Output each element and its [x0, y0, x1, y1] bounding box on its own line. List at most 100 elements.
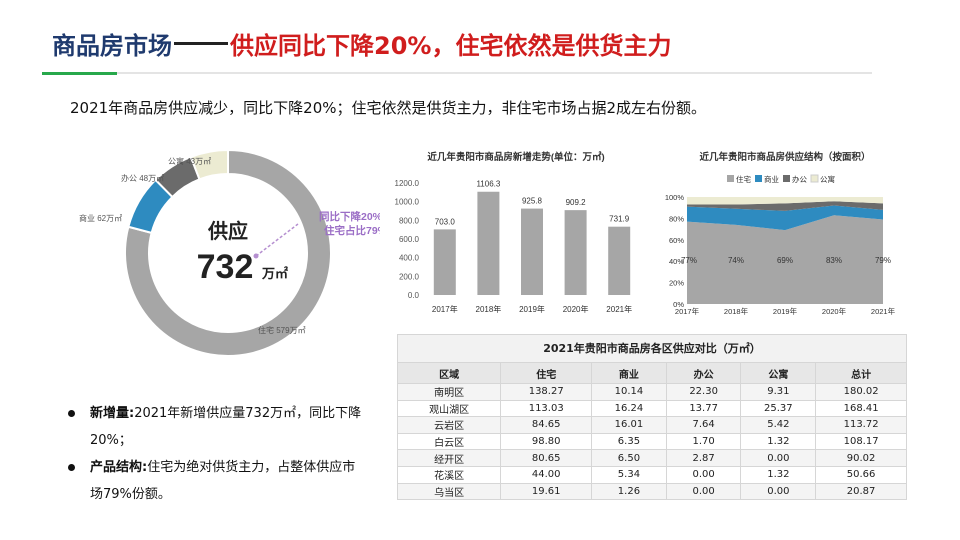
subtitle: 2021年商品房供应减少，同比下降20%；住宅依然是供货主力，非住宅市场占据2成…: [70, 99, 707, 117]
bar: [564, 210, 587, 295]
table-cell: 0.00: [740, 482, 817, 501]
bar-ytick-label: 400.0: [399, 254, 420, 263]
table-header-row: 区域 住宅 商业 办公 公寓 总计: [396, 362, 907, 384]
bar-x-label: 2017年: [432, 304, 458, 314]
area-legend-swatch: [783, 175, 790, 182]
table-cell: 50.66: [815, 465, 907, 484]
table-header-cell: 总计: [815, 362, 907, 384]
area-series-band: [687, 201, 883, 211]
title-dash: [174, 42, 228, 45]
area-legend-swatch: [810, 174, 819, 183]
table-cell: 180.02: [815, 383, 907, 401]
donut-slice-label: 住宅 579万㎡: [258, 325, 306, 335]
donut-annotation-dot: [253, 253, 259, 259]
bar: [433, 229, 456, 295]
bar-value-label: 1106.3: [476, 180, 500, 189]
donut-annotation-2: 住宅占比79%: [324, 224, 380, 237]
new-supply-bar-chart: 近几年贵阳市商品房新增走势(单位：万㎡) 0.0 200.0 400.0 600.0 8…: [395, 151, 633, 314]
table-cell: 5.42: [740, 416, 817, 434]
table-cell: 16.01: [591, 416, 667, 434]
bar-value-label: 909.2: [566, 198, 587, 207]
area-x-label: 2020年: [822, 306, 847, 316]
table-cell: 经开区: [396, 449, 502, 467]
bar-ytick-label: 1200.0: [395, 179, 420, 188]
table-row: 南明区 138.27 10.14 22.30 9.31 180.02: [396, 383, 907, 401]
area-ytick-label: 80%: [669, 214, 684, 223]
table-cell: 113.03: [500, 399, 593, 418]
table-cell: 16.24: [591, 399, 667, 418]
bullet-item: 产品结构:住宅为绝对供货主力，占整体供应市场79%份额。: [66, 454, 366, 508]
table-cell: 观山湖区: [396, 399, 502, 418]
table-cell: 80.65: [500, 449, 593, 467]
table-cell: 1.70: [665, 432, 742, 451]
table-cell: 108.17: [815, 432, 907, 451]
table-cell: 13.77: [665, 399, 742, 418]
table-cell: 南明区: [396, 383, 502, 401]
bar-x-label: 2019年: [519, 304, 545, 314]
structure-area-chart: 近几年贵阳市商品房供应结构（按面积） 住宅 商业 办公 公寓 0% 20% 40% 60% 8…: [665, 151, 896, 316]
area-data-label: 79%: [875, 256, 891, 265]
table-cell: 6.50: [591, 449, 667, 467]
area-legend-label: 商业: [764, 174, 779, 184]
bullet-text: 2021年新增供应量732万㎡，同比下降20%；: [90, 406, 362, 448]
area-x-label: 2018年: [724, 306, 749, 316]
donut-slice: [189, 148, 229, 181]
bar-ytick-label: 200.0: [399, 272, 420, 281]
area-legend-label: 公寓: [820, 174, 835, 184]
table-title: 2021年贵阳市商品房各区供应对比（万㎡）: [397, 334, 907, 362]
table-cell: 1.26: [591, 482, 667, 501]
table-header-cell: 公寓: [740, 362, 817, 384]
table-header-cell: 区域: [396, 362, 502, 384]
table-cell: 90.02: [815, 449, 907, 467]
donut-slice-label: 公寓 43万㎡: [168, 156, 211, 166]
table-row: 观山湖区 113.03 16.24 13.77 25.37 168.41: [396, 399, 907, 418]
bullet-dot: [68, 410, 75, 417]
table-cell: 10.14: [591, 383, 667, 401]
table-cell: 84.65: [500, 416, 593, 434]
bar: [521, 208, 543, 295]
table-header-cell: 办公: [665, 362, 742, 384]
bullet-item: 新增量:2021年新增供应量732万㎡，同比下降20%；: [66, 400, 366, 454]
area-series-band: [687, 205, 883, 231]
table-cell: 云岩区: [396, 416, 502, 434]
bar-ytick-label: 0.0: [408, 291, 420, 300]
donut-center-label: 供应: [207, 219, 248, 243]
area-ytick-label: 40%: [669, 257, 684, 266]
table-header-cell: 住宅: [500, 362, 593, 384]
area-legend-label: 办公: [792, 174, 807, 184]
table-header-cell: 商业: [591, 362, 667, 384]
bullet-key: 新增量:: [90, 406, 135, 421]
donut-annotation-line: [255, 223, 299, 257]
area-legend-label: 住宅: [736, 174, 751, 184]
area-data-label: 83%: [826, 256, 842, 265]
donut-slice-label: 办公 48万㎡: [121, 173, 164, 183]
bar-x-label: 2020年: [563, 304, 589, 314]
table-cell: 22.30: [665, 383, 742, 401]
table-cell: 5.34: [591, 465, 667, 484]
table-cell: 7.64: [665, 416, 742, 434]
area-x-label: 2019年: [773, 306, 798, 316]
bar-x-label: 2018年: [476, 304, 502, 314]
area-data-label: 77%: [681, 256, 697, 265]
page-title: 商品房市场 供应同比下降20%，住宅依然是供货主力: [52, 26, 671, 62]
table-cell: 168.41: [815, 399, 907, 418]
donut-slice: [124, 148, 332, 357]
area-series-band: [687, 197, 883, 205]
table-cell: 1.32: [740, 465, 817, 484]
donut-center-value: 732: [197, 248, 254, 286]
table-cell: 1.32: [740, 432, 817, 451]
area-data-label: 74%: [728, 256, 744, 265]
area-series-band: [687, 215, 883, 304]
table-cell: 6.35: [591, 432, 667, 451]
donut-center-unit: 万㎡: [261, 266, 288, 281]
summary-bullets: 新增量:2021年新增供应量732万㎡，同比下降20%； 产品结构:住宅为绝对供…: [66, 400, 366, 508]
table-cell: 98.80: [500, 432, 593, 451]
bullet-key: 产品结构:: [90, 460, 148, 475]
bar-value-label: 731.9: [609, 215, 630, 224]
table-cell: 乌当区: [396, 482, 502, 501]
table-row: 云岩区 84.65 16.01 7.64 5.42 113.72: [396, 416, 907, 434]
table-cell: 25.37: [740, 399, 817, 418]
area-ytick-label: 20%: [669, 279, 684, 288]
area-legend-swatch: [727, 175, 734, 182]
